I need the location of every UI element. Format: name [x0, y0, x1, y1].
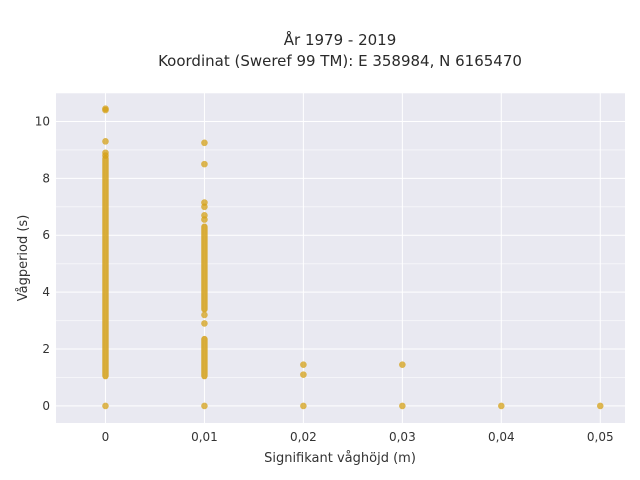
- x-tick-label: 0,04: [488, 430, 515, 444]
- plot-area: [56, 93, 625, 423]
- data-point: [201, 203, 208, 211]
- data-point: [300, 361, 307, 368]
- x-axis-label: Signifikant våghöjd (m): [264, 451, 416, 466]
- dense-point-cluster: [102, 155, 109, 380]
- data-point: [201, 320, 208, 327]
- y-tick-label: 2: [42, 342, 50, 356]
- dense-point-cluster: [201, 223, 208, 313]
- data-point: [201, 216, 208, 223]
- y-tick-label: 6: [42, 228, 50, 242]
- x-tick-label: 0: [102, 430, 110, 444]
- data-point: [596, 402, 604, 410]
- data-point: [300, 371, 307, 378]
- chart-title-line2: Koordinat (Sweref 99 TM): E 358984, N 61…: [158, 52, 522, 70]
- data-point: [300, 402, 307, 410]
- data-point: [102, 106, 109, 114]
- data-point: [102, 138, 109, 145]
- data-point: [102, 152, 109, 159]
- y-tick-label: 0: [42, 399, 50, 413]
- x-tick-label: 0,05: [587, 430, 614, 444]
- data-point: [498, 402, 505, 410]
- chart-title-line1: År 1979 - 2019: [284, 30, 397, 49]
- y-axis-label: Vågperiod (s): [16, 215, 31, 302]
- x-tick-label: 0,02: [290, 430, 317, 444]
- data-point: [399, 402, 406, 410]
- y-tick-labels: 0 2 4 6 8 10: [35, 114, 50, 412]
- dense-point-cluster: [201, 335, 208, 380]
- y-tick-label: 8: [42, 171, 50, 185]
- y-tick-label: 10: [35, 114, 50, 128]
- data-point: [102, 402, 109, 410]
- data-point: [201, 160, 208, 168]
- data-points: [102, 105, 604, 410]
- x-tick-label: 0,01: [191, 430, 218, 444]
- x-tick-label: 0,03: [389, 430, 416, 444]
- data-point: [201, 139, 208, 147]
- x-tick-labels: 0 0,01 0,02 0,03 0,04 0,05: [102, 430, 614, 444]
- data-point: [201, 311, 208, 319]
- y-tick-label: 4: [42, 285, 50, 299]
- data-point: [399, 361, 406, 368]
- data-point: [201, 402, 208, 410]
